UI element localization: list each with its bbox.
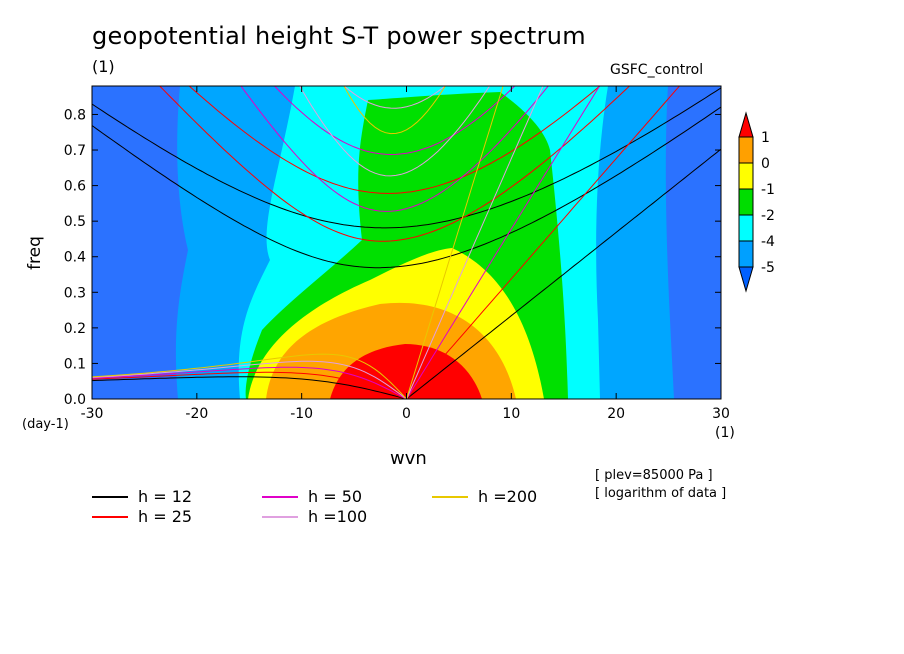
ig-curve bbox=[299, 86, 491, 177]
rossby-curve bbox=[92, 360, 407, 399]
chart-source-label: GSFC_control bbox=[610, 62, 704, 78]
y-tick-label: 0.5 bbox=[64, 214, 86, 230]
ig-curve bbox=[343, 86, 446, 135]
x-tick-label: 10 bbox=[502, 406, 520, 422]
x-axis-label: wvn bbox=[390, 448, 427, 469]
rossby-curve bbox=[92, 353, 407, 399]
colorbar-segment bbox=[738, 214, 754, 242]
y-tick-label: 0.4 bbox=[64, 250, 86, 266]
colorbar-label: -1 bbox=[761, 182, 775, 198]
colorbar-bottom-arrow bbox=[738, 266, 754, 293]
colorbar-label: -4 bbox=[761, 234, 775, 250]
y-tick-label: 0.0 bbox=[64, 392, 86, 408]
rossby-curve bbox=[92, 371, 407, 399]
legend-swatch bbox=[432, 495, 468, 498]
x-tick-label: -20 bbox=[185, 406, 208, 422]
kelvin-line bbox=[406, 86, 544, 399]
colorbar-label: 0 bbox=[761, 156, 770, 172]
x-tick-label: 20 bbox=[607, 406, 625, 422]
legend-label: h = 50 bbox=[308, 487, 363, 506]
x-tick-label: 30 bbox=[712, 406, 730, 422]
legend-swatch bbox=[92, 495, 128, 498]
y-tick-label: 0.2 bbox=[64, 321, 86, 337]
legend-item-h25: h = 25 bbox=[92, 507, 192, 526]
plot-axes: -30 -20 -10 0 10 20 30 0.0 0.1 0.2 0.3 0.4 0.5 0.6 0.7… bbox=[64, 86, 730, 422]
ig-curve bbox=[92, 106, 721, 269]
y-tick-label: 0.6 bbox=[64, 179, 86, 195]
colorbar-segment bbox=[738, 162, 754, 190]
kelvin-line bbox=[406, 86, 504, 399]
legend-label: h =100 bbox=[308, 507, 368, 526]
ig-curve bbox=[188, 86, 601, 194]
legend-label: h =200 bbox=[478, 487, 538, 506]
legend-item-h200: h =200 bbox=[432, 487, 537, 506]
colorbar-segment bbox=[738, 240, 754, 268]
power-field bbox=[92, 86, 721, 399]
plev-note: [ plev=85000 Pa ] bbox=[595, 468, 713, 483]
dispersion-curves bbox=[92, 0, 721, 399]
chart-subtitle-unit: (1) bbox=[92, 57, 115, 76]
colorbar-top-arrow bbox=[738, 111, 754, 138]
kelvin-line bbox=[406, 148, 721, 399]
ig-curve bbox=[240, 86, 549, 212]
y-axis-unit: (day-1) bbox=[22, 417, 69, 432]
x-axis-unit: (1) bbox=[715, 425, 735, 441]
x-tick-label: -30 bbox=[81, 406, 104, 422]
legend-label: h = 12 bbox=[138, 487, 193, 506]
ig-curve bbox=[92, 87, 721, 229]
log-note: [ logarithm of data ] bbox=[595, 486, 727, 501]
ig-curve bbox=[92, 0, 721, 53]
legend-swatch bbox=[92, 515, 128, 518]
legend-item-h100: h =100 bbox=[262, 507, 367, 526]
kelvin-line bbox=[406, 86, 601, 399]
colorbar-label: 1 bbox=[761, 130, 770, 146]
ig-curve bbox=[343, 86, 446, 109]
legend-item-h12: h = 12 bbox=[92, 487, 192, 506]
colorbar-label: -5 bbox=[761, 260, 775, 276]
legend-swatch bbox=[262, 515, 298, 518]
kelvin-line bbox=[406, 86, 681, 399]
y-tick-label: 0.8 bbox=[64, 107, 86, 123]
chart-title: geopotential height S-T power spectrum bbox=[92, 22, 586, 50]
ig-curve bbox=[273, 86, 516, 156]
rossby-curve bbox=[92, 366, 407, 399]
colorbar-segment bbox=[738, 188, 754, 216]
legend-label: h = 25 bbox=[138, 507, 193, 526]
colorbar: 1 0 -1 -2 -4 -5 bbox=[738, 111, 775, 293]
y-tick-label: 0.1 bbox=[64, 356, 86, 372]
x-tick-label: -10 bbox=[290, 406, 313, 422]
legend-item-h50: h = 50 bbox=[262, 487, 362, 506]
colorbar-label: -2 bbox=[761, 208, 775, 224]
colorbar-segment bbox=[738, 136, 754, 164]
x-tick-label: 0 bbox=[402, 406, 411, 422]
rossby-curve bbox=[92, 376, 407, 399]
y-tick-label: 0.7 bbox=[64, 143, 86, 159]
legend-swatch bbox=[262, 495, 298, 498]
y-tick-label: 0.3 bbox=[64, 285, 86, 301]
ig-curve bbox=[159, 86, 631, 242]
